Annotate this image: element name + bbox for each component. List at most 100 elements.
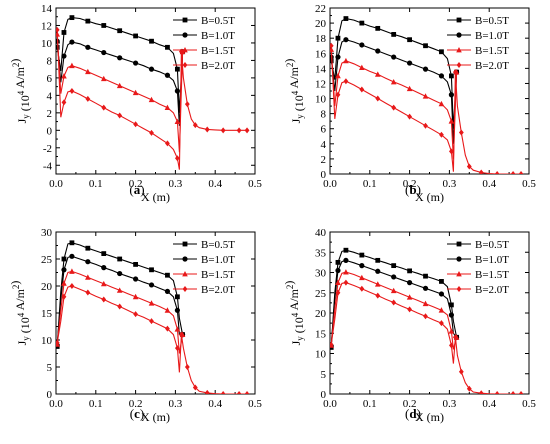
data-point bbox=[85, 95, 91, 102]
y-tick-label: 40 bbox=[315, 227, 327, 239]
legend-entry: B=2.0T bbox=[475, 284, 509, 296]
x-tick-label: 0.2 bbox=[129, 398, 143, 410]
chart-panel-c: 0.0 0.1 0.2 0.3 0.4 0.5 0 5 10 15 20 25 30 X (m) Jy (1… bbox=[8, 227, 262, 424]
panel-label: (a) bbox=[129, 182, 144, 197]
data-point bbox=[343, 78, 349, 85]
data-point bbox=[494, 391, 500, 394]
data-point bbox=[117, 303, 123, 310]
data-point bbox=[422, 300, 429, 307]
y-tick-label: 0 bbox=[47, 125, 53, 137]
chart-panel-a: 0.0 0.1 0.2 0.3 0.4 0.5 -4 -2 0 2 4 6 8 10 12 14 X (m) Jy… bbox=[8, 3, 262, 204]
data-point bbox=[133, 262, 138, 267]
x-tick-label: 0.4 bbox=[208, 178, 222, 190]
data-point bbox=[343, 279, 349, 286]
legend-marker bbox=[182, 286, 188, 292]
data-point bbox=[174, 326, 181, 332]
data-point bbox=[343, 269, 349, 275]
data-point bbox=[335, 54, 341, 60]
legend-marker bbox=[182, 47, 188, 53]
y-tick-label: 5 bbox=[47, 362, 53, 374]
data-point bbox=[132, 89, 139, 96]
data-point bbox=[335, 279, 341, 286]
legend-entry: B=1.0T bbox=[475, 254, 509, 266]
data-point bbox=[133, 33, 138, 39]
y-axis-label: Jy (104 A/m2) bbox=[282, 59, 306, 124]
data-point bbox=[448, 118, 455, 124]
y-tick-label: 0 bbox=[47, 389, 53, 401]
data-point bbox=[466, 163, 472, 170]
y-axis-label-part: A/m bbox=[287, 288, 301, 312]
y-tick-label: 10 bbox=[315, 94, 327, 106]
data-point bbox=[85, 245, 91, 251]
y-axis-label-part: 4 bbox=[290, 312, 300, 317]
data-point bbox=[174, 294, 180, 300]
x-tick-label: 0.1 bbox=[363, 178, 377, 190]
x-tick-label: 0.2 bbox=[129, 178, 143, 190]
data-point bbox=[423, 122, 428, 129]
data-point bbox=[359, 64, 365, 71]
y-tick-label: 14 bbox=[315, 63, 327, 75]
x-tick-label: 0.5 bbox=[522, 398, 536, 410]
y-tick-label: -4 bbox=[43, 160, 53, 172]
data-point bbox=[510, 391, 516, 394]
data-point bbox=[101, 296, 107, 303]
data-point bbox=[375, 268, 381, 274]
data-point bbox=[116, 287, 123, 293]
y-axis-label-part: (10 bbox=[292, 317, 306, 336]
data-point bbox=[439, 131, 444, 138]
y-axis-label-part: 2 bbox=[285, 63, 295, 68]
data-point bbox=[359, 42, 365, 48]
data-point bbox=[101, 104, 107, 111]
data-point bbox=[117, 256, 123, 262]
data-point bbox=[518, 391, 524, 394]
chart-panel-b: 0.0 0.1 0.2 0.3 0.4 0.5 0 2 4 6 8 10 12 14 16 18 20 22 X (… bbox=[282, 3, 536, 204]
series-group bbox=[330, 247, 524, 394]
data-point bbox=[192, 384, 198, 391]
data-point bbox=[165, 44, 170, 50]
data-point bbox=[448, 328, 455, 334]
data-point bbox=[101, 251, 107, 256]
data-point bbox=[69, 253, 75, 259]
data-point bbox=[518, 171, 524, 174]
legend-entry: B=1.0T bbox=[201, 30, 235, 42]
data-point bbox=[133, 311, 138, 318]
series-line-3 bbox=[330, 282, 521, 394]
y-axis-label-part: ) bbox=[8, 59, 22, 63]
data-point bbox=[391, 54, 397, 60]
data-point bbox=[448, 92, 454, 98]
data-point bbox=[149, 267, 154, 273]
legend-entry: B=1.5T bbox=[475, 269, 509, 281]
legend-entry: B=0.5T bbox=[475, 15, 509, 27]
x-axis-label: X (m) bbox=[415, 190, 444, 204]
x-tick-label: 0.5 bbox=[522, 178, 536, 190]
data-point bbox=[390, 287, 397, 294]
y-tick-label: 8 bbox=[47, 55, 53, 67]
y-tick-label: 18 bbox=[315, 33, 327, 45]
legend-entry: B=0.5T bbox=[475, 239, 509, 251]
data-point bbox=[61, 280, 67, 286]
data-point bbox=[61, 73, 67, 79]
data-point bbox=[149, 318, 154, 325]
data-point bbox=[148, 66, 155, 72]
data-point bbox=[391, 32, 397, 37]
legend: B=0.5T B=1.0T B=1.5T B=2.0T bbox=[447, 239, 509, 296]
data-point bbox=[236, 391, 242, 394]
legend-marker bbox=[182, 62, 188, 68]
y-axis-label-part: (10 bbox=[18, 317, 32, 336]
data-point bbox=[406, 294, 413, 300]
data-point bbox=[390, 78, 397, 85]
y-axis-label-part: A/m bbox=[287, 66, 301, 90]
data-point bbox=[374, 281, 381, 287]
x-tick-label: 0.3 bbox=[169, 178, 183, 190]
y-axis-label-part: (10 bbox=[18, 95, 32, 114]
legend-entry: B=2.0T bbox=[201, 284, 235, 296]
data-point bbox=[116, 82, 123, 89]
data-point bbox=[178, 331, 184, 338]
data-point bbox=[184, 364, 190, 370]
data-point bbox=[423, 273, 428, 279]
data-point bbox=[69, 15, 75, 21]
y-tick-label: 12 bbox=[41, 20, 52, 32]
data-point bbox=[174, 345, 180, 352]
y-axis-label-part: y bbox=[21, 114, 31, 119]
data-point bbox=[375, 257, 381, 263]
